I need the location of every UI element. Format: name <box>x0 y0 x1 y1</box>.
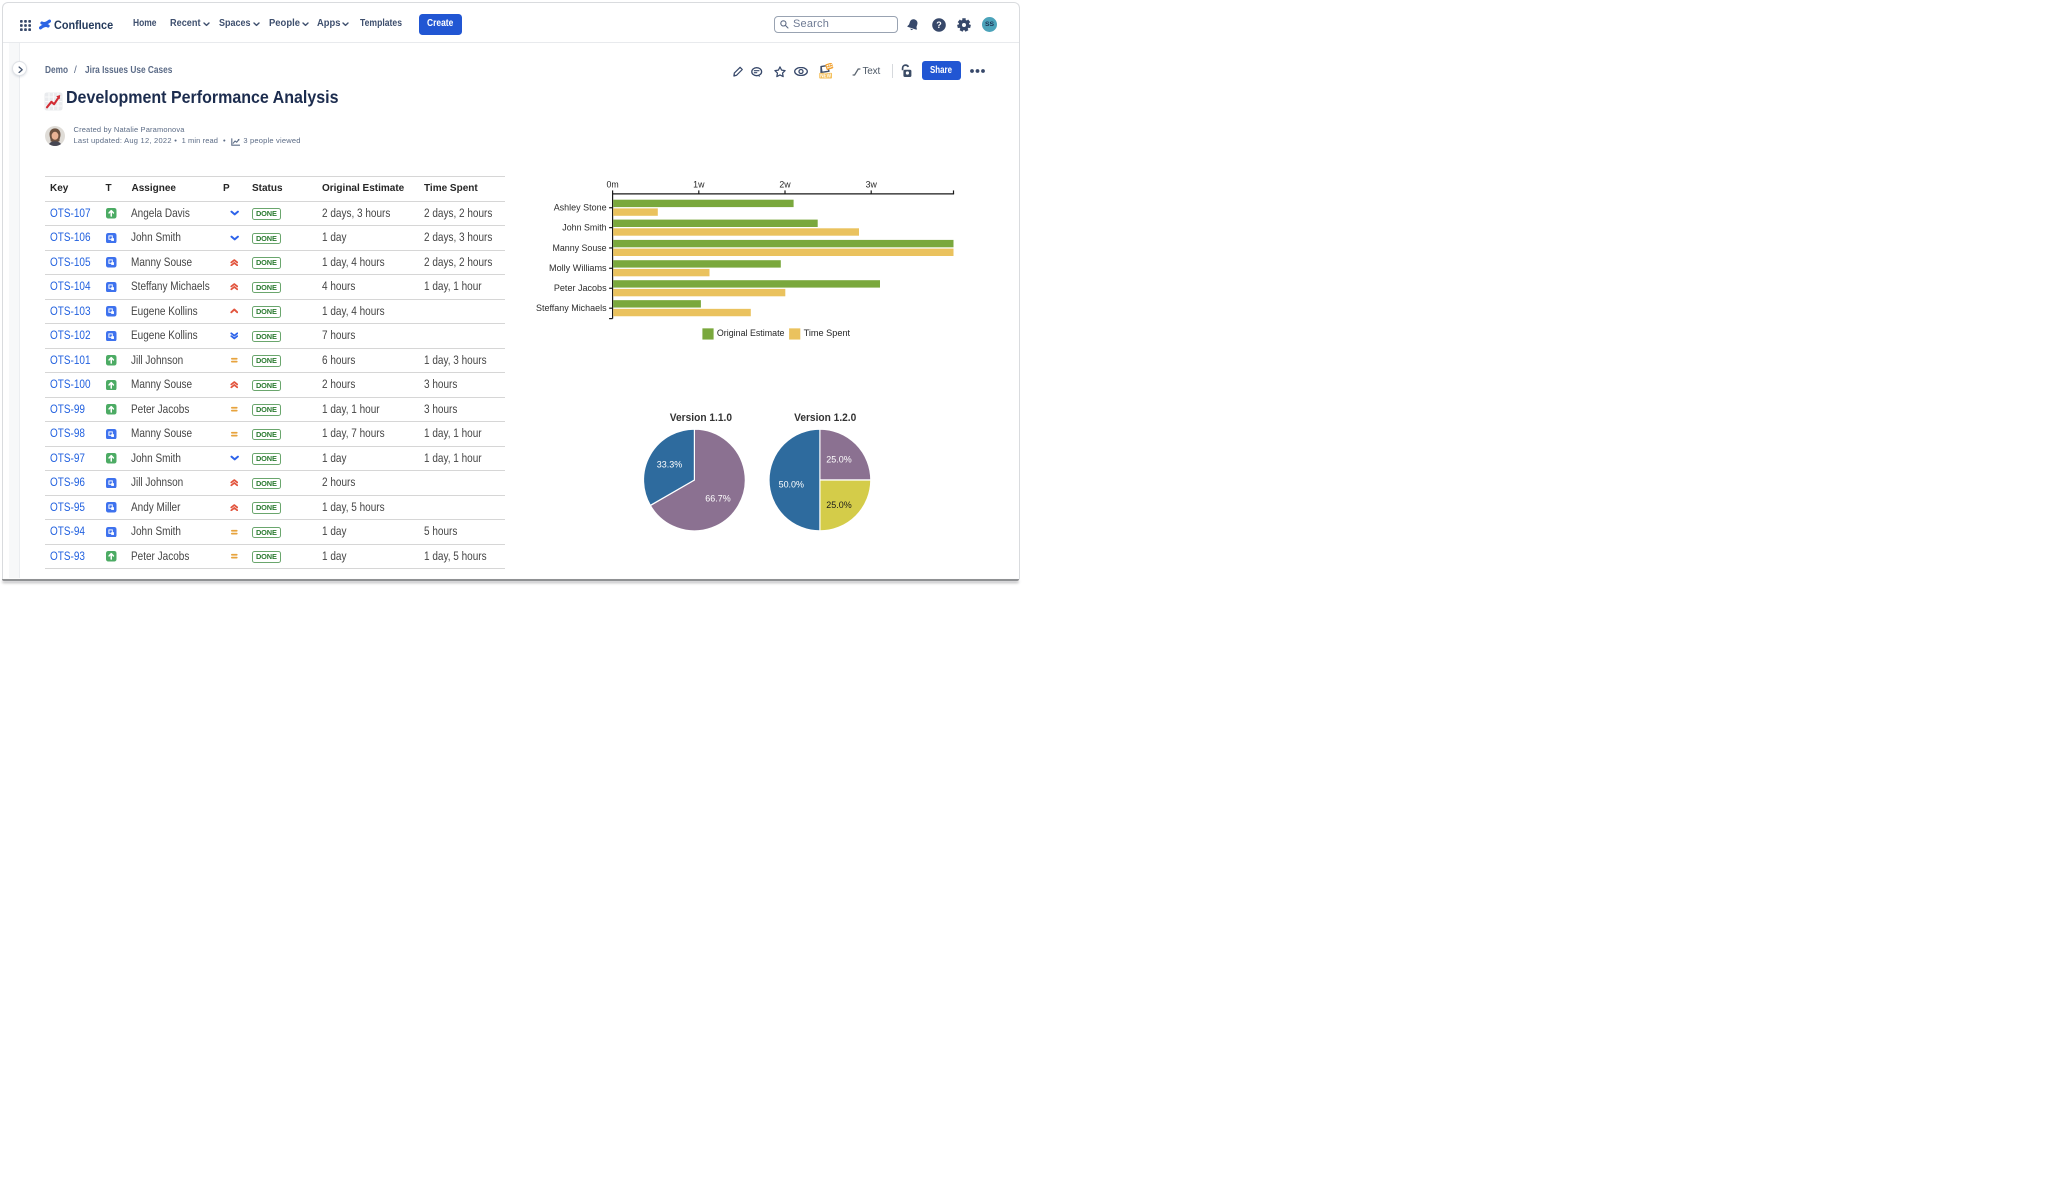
svg-text:3w: 3w <box>866 180 878 190</box>
svg-text:John Smith: John Smith <box>562 223 606 233</box>
svg-text:Version 1.1.0: Version 1.1.0 <box>670 412 732 424</box>
svg-text:33.3%: 33.3% <box>657 459 683 470</box>
svg-text:Steffany Michaels: Steffany Michaels <box>536 303 607 313</box>
svg-text:0m: 0m <box>606 180 618 190</box>
svg-text:2w: 2w <box>779 180 791 190</box>
svg-text:Ashley Stone: Ashley Stone <box>554 203 607 213</box>
svg-text:Version 1.2.0: Version 1.2.0 <box>794 412 856 424</box>
svg-text:NEW: NEW <box>820 73 832 79</box>
svg-text:66.7%: 66.7% <box>705 493 731 504</box>
svg-text:Time Spent: Time Spent <box>804 328 851 338</box>
svg-text:25.0%: 25.0% <box>826 454 852 465</box>
svg-text:Manny Souse: Manny Souse <box>553 243 607 253</box>
svg-text:50.0%: 50.0% <box>779 480 805 491</box>
svg-text:Molly Williams: Molly Williams <box>549 263 607 273</box>
svg-text:25.0%: 25.0% <box>826 500 852 511</box>
svg-text:Peter Jacobs: Peter Jacobs <box>554 283 607 293</box>
svg-text:Original Estimate: Original Estimate <box>717 328 785 338</box>
svg-text:?: ? <box>936 20 942 30</box>
svg-text:1w: 1w <box>693 180 705 190</box>
